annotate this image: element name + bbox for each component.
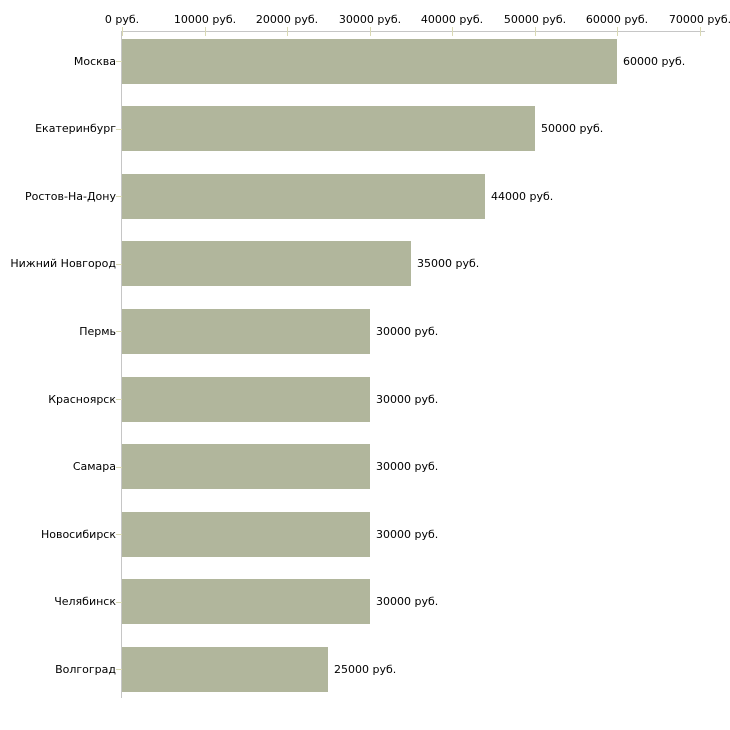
x-axis-tick: [535, 27, 536, 36]
y-axis-tick: [116, 467, 122, 468]
category-label: Новосибирск: [40, 528, 116, 541]
bar-4: [122, 241, 411, 286]
y-axis-line: [121, 31, 122, 698]
category-label: Самара: [72, 460, 116, 473]
x-axis-tick-label: 10000 руб.: [173, 13, 237, 26]
x-axis-tick: [122, 27, 123, 36]
x-axis-tick: [205, 27, 206, 36]
bar-5: [122, 309, 370, 354]
x-axis-tick-label: 60000 руб.: [585, 13, 649, 26]
value-label: 30000 руб.: [376, 460, 439, 473]
category-label: Екатеринбург: [35, 122, 116, 135]
value-label: 35000 руб.: [417, 257, 480, 270]
y-axis-tick: [116, 129, 122, 130]
bar-1: [122, 39, 617, 84]
category-label: Пермь: [79, 325, 116, 338]
category-label: Москва: [73, 55, 116, 68]
x-axis-tick-label: 70000 руб.: [668, 13, 730, 26]
bar-7: [122, 444, 370, 489]
x-axis-line: [121, 31, 705, 32]
category-label: Красноярск: [48, 393, 116, 406]
bar-2: [122, 106, 535, 151]
category-label: Ростов-На-Дону: [24, 190, 116, 203]
x-axis-tick: [700, 27, 701, 36]
value-label: 30000 руб.: [376, 393, 439, 406]
y-axis-tick: [116, 399, 122, 400]
bar-6: [122, 377, 370, 422]
bar-3: [122, 174, 485, 219]
x-axis-tick: [452, 27, 453, 36]
value-label: 30000 руб.: [376, 528, 439, 541]
y-axis-tick: [116, 196, 122, 197]
x-axis-tick-label: 50000 руб.: [503, 13, 567, 26]
y-axis-tick: [116, 602, 122, 603]
bar-8: [122, 512, 370, 557]
value-label: 44000 руб.: [491, 190, 554, 203]
y-axis-tick: [116, 534, 122, 535]
value-label: 30000 руб.: [376, 595, 439, 608]
y-axis-tick: [116, 61, 122, 62]
x-axis-tick-label: 30000 руб.: [338, 13, 402, 26]
y-axis-tick: [116, 331, 122, 332]
x-axis-tick: [617, 27, 618, 36]
x-axis-tick-label: 40000 руб.: [420, 13, 484, 26]
value-label: 25000 руб.: [334, 663, 397, 676]
value-label: 30000 руб.: [376, 325, 439, 338]
category-label: Нижний Новгород: [10, 257, 116, 270]
y-axis-tick: [116, 264, 122, 265]
x-axis-tick-label: 20000 руб.: [255, 13, 319, 26]
bar-10: [122, 647, 328, 692]
x-axis-tick: [287, 27, 288, 36]
bar-9: [122, 579, 370, 624]
category-label: Челябинск: [54, 595, 116, 608]
value-label: 60000 руб.: [623, 55, 686, 68]
x-axis-tick: [370, 27, 371, 36]
value-label: 50000 руб.: [541, 122, 604, 135]
category-label: Волгоград: [55, 663, 116, 676]
y-axis-tick: [116, 669, 122, 670]
x-axis-tick-label: 0 руб.: [104, 13, 140, 26]
